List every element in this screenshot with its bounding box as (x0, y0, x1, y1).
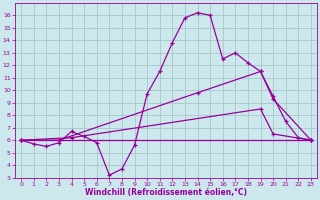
X-axis label: Windchill (Refroidissement éolien,°C): Windchill (Refroidissement éolien,°C) (85, 188, 247, 197)
